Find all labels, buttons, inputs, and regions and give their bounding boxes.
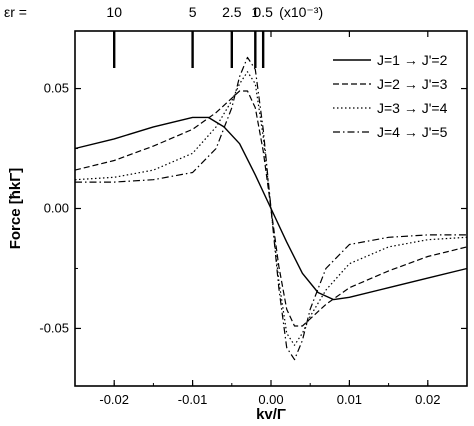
legend-label-3: J=3 → J'=4 — [377, 100, 448, 116]
top-marker-label: 10 — [106, 4, 122, 20]
x-tick-label: 0.00 — [258, 392, 283, 407]
top-marker-label: 5 — [189, 4, 197, 20]
x-tick-label: -0.02 — [99, 392, 129, 407]
legend-label-4: J=4 → J'=5 — [377, 124, 448, 140]
y-tick-label: 0.05 — [44, 81, 69, 96]
top-axis-multiplier: (x10⁻³) — [279, 4, 323, 20]
plot-lines — [74, 56, 468, 361]
legend-label-1: J=1 → J'=2 — [377, 52, 448, 68]
series-line-4 — [75, 56, 467, 361]
x-tick-label: 0.01 — [337, 392, 362, 407]
top-axis-prefix: εr = — [4, 4, 27, 20]
x-axis-title: kv/Γ — [256, 406, 286, 423]
top-marker-label: 1 — [251, 4, 259, 20]
top-marker-label: 0.5 — [253, 4, 273, 20]
y-tick-label: -0.05 — [39, 320, 69, 335]
top-axis-markers: 10 5 2.5 10.5 — [106, 4, 273, 68]
x-tick-label: 0.02 — [415, 392, 440, 407]
x-tick-label: -0.01 — [178, 392, 208, 407]
legend-label-2: J=2 → J'=3 — [377, 76, 448, 92]
x-axis-ticks: -0.02 -0.01 0.00 0.01 0.02 — [74, 31, 468, 407]
top-marker-label: 2.5 — [222, 4, 242, 20]
legend: J=1 → J'=2 J=2 → J'=3 J=3 → J'=4 J=4 → J'=5 — [333, 52, 448, 140]
y-tick-label: 0.00 — [44, 201, 69, 216]
y-axis-ticks: -0.05 0.00 0.05 — [39, 81, 467, 335]
y-axis-title: Force [ħkΓ] — [7, 168, 24, 250]
